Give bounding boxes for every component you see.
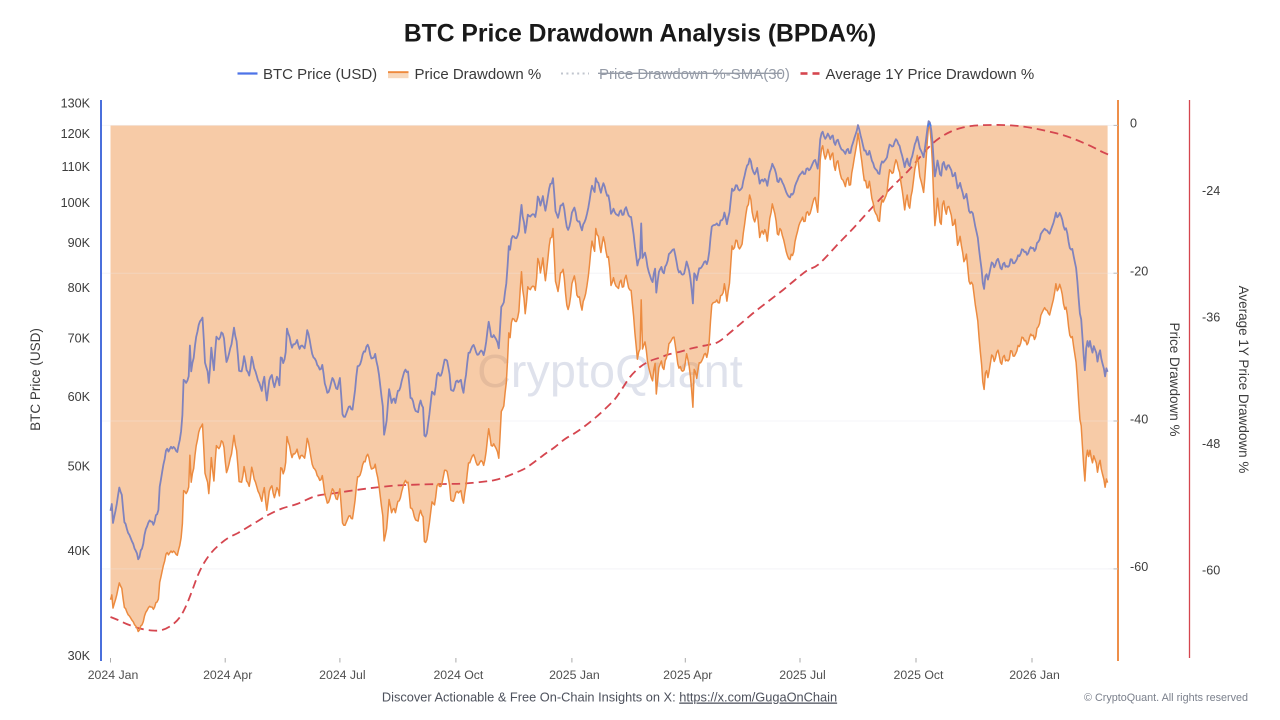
svg-text:90K: 90K (68, 236, 91, 250)
svg-text:Price Drawdown %: Price Drawdown % (415, 66, 542, 83)
svg-text:2024 Jan: 2024 Jan (88, 668, 139, 682)
svg-text:100K: 100K (61, 196, 91, 210)
svg-text:-40: -40 (1130, 412, 1148, 426)
svg-text:-48: -48 (1202, 437, 1220, 451)
svg-text:80K: 80K (68, 281, 91, 295)
svg-text:2024 Oct: 2024 Oct (433, 668, 483, 682)
svg-text:BTC Price (USD): BTC Price (USD) (28, 328, 43, 431)
svg-text:130K: 130K (61, 97, 91, 111)
svg-text:BTC Price Drawdown Analysis (B: BTC Price Drawdown Analysis (BPDA%) (404, 21, 876, 48)
svg-text:Discover Actionable & Free On-: Discover Actionable & Free On-Chain Insi… (382, 690, 837, 705)
svg-text:Average 1Y Price Drawdown %: Average 1Y Price Drawdown % (1236, 286, 1251, 474)
svg-text:Price Drawdown %-SMA(30): Price Drawdown %-SMA(30) (599, 66, 790, 83)
svg-text:BTC Price (USD): BTC Price (USD) (263, 66, 377, 83)
svg-text:Price Drawdown %: Price Drawdown % (1167, 322, 1182, 436)
svg-text:2025 Oct: 2025 Oct (894, 668, 944, 682)
svg-text:2026 Jan: 2026 Jan (1009, 668, 1060, 682)
svg-text:30K: 30K (68, 649, 91, 663)
svg-text:-20: -20 (1130, 265, 1148, 279)
svg-text:70K: 70K (68, 332, 91, 346)
svg-text:-60: -60 (1202, 563, 1220, 577)
svg-text:0: 0 (1130, 117, 1137, 131)
svg-text:2024 Apr: 2024 Apr (203, 668, 252, 682)
svg-text:2024 Jul: 2024 Jul (319, 668, 366, 682)
svg-text:110K: 110K (62, 160, 91, 174)
svg-text:© CryptoQuant. All rights rese: © CryptoQuant. All rights reserved (1084, 692, 1248, 704)
svg-text:40K: 40K (68, 544, 91, 558)
svg-text:2025 Apr: 2025 Apr (663, 668, 712, 682)
svg-text:60K: 60K (68, 390, 91, 404)
svg-text:-60: -60 (1130, 560, 1148, 574)
svg-text:-24: -24 (1202, 184, 1220, 198)
svg-text:2025 Jan: 2025 Jan (549, 668, 600, 682)
svg-text:2025 Jul: 2025 Jul (779, 668, 826, 682)
svg-text:-36: -36 (1202, 310, 1220, 324)
svg-text:Average 1Y Price Drawdown %: Average 1Y Price Drawdown % (826, 66, 1035, 83)
svg-text:50K: 50K (68, 460, 91, 474)
svg-text:120K: 120K (61, 127, 91, 141)
